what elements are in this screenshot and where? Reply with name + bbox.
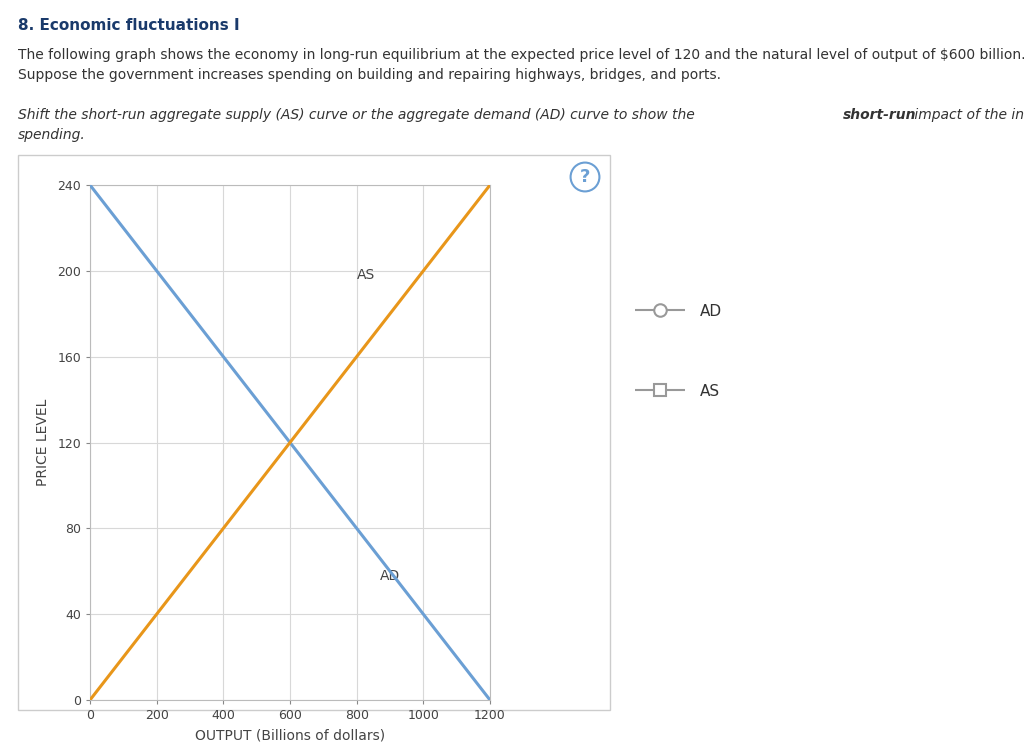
FancyBboxPatch shape (18, 155, 610, 710)
Y-axis label: PRICE LEVEL: PRICE LEVEL (36, 399, 50, 486)
Text: spending.: spending. (18, 128, 86, 142)
Text: AS: AS (700, 383, 720, 398)
Text: AS: AS (356, 268, 375, 282)
Text: impact of the increase in government: impact of the increase in government (910, 108, 1024, 122)
Text: 8. Economic fluctuations I: 8. Economic fluctuations I (18, 18, 240, 33)
Text: The following graph shows the economy in long-run equilibrium at the expected pr: The following graph shows the economy in… (18, 48, 1024, 62)
Text: ?: ? (580, 168, 590, 186)
Text: Suppose the government increases spending on building and repairing highways, br: Suppose the government increases spendin… (18, 68, 721, 82)
Text: AD: AD (380, 568, 400, 583)
Text: Shift the short-run aggregate supply (AS) curve or the aggregate demand (AD) cur: Shift the short-run aggregate supply (AS… (18, 108, 699, 122)
Text: AD: AD (700, 304, 722, 319)
Text: short-run: short-run (843, 108, 916, 122)
X-axis label: OUTPUT (Billions of dollars): OUTPUT (Billions of dollars) (195, 729, 385, 743)
